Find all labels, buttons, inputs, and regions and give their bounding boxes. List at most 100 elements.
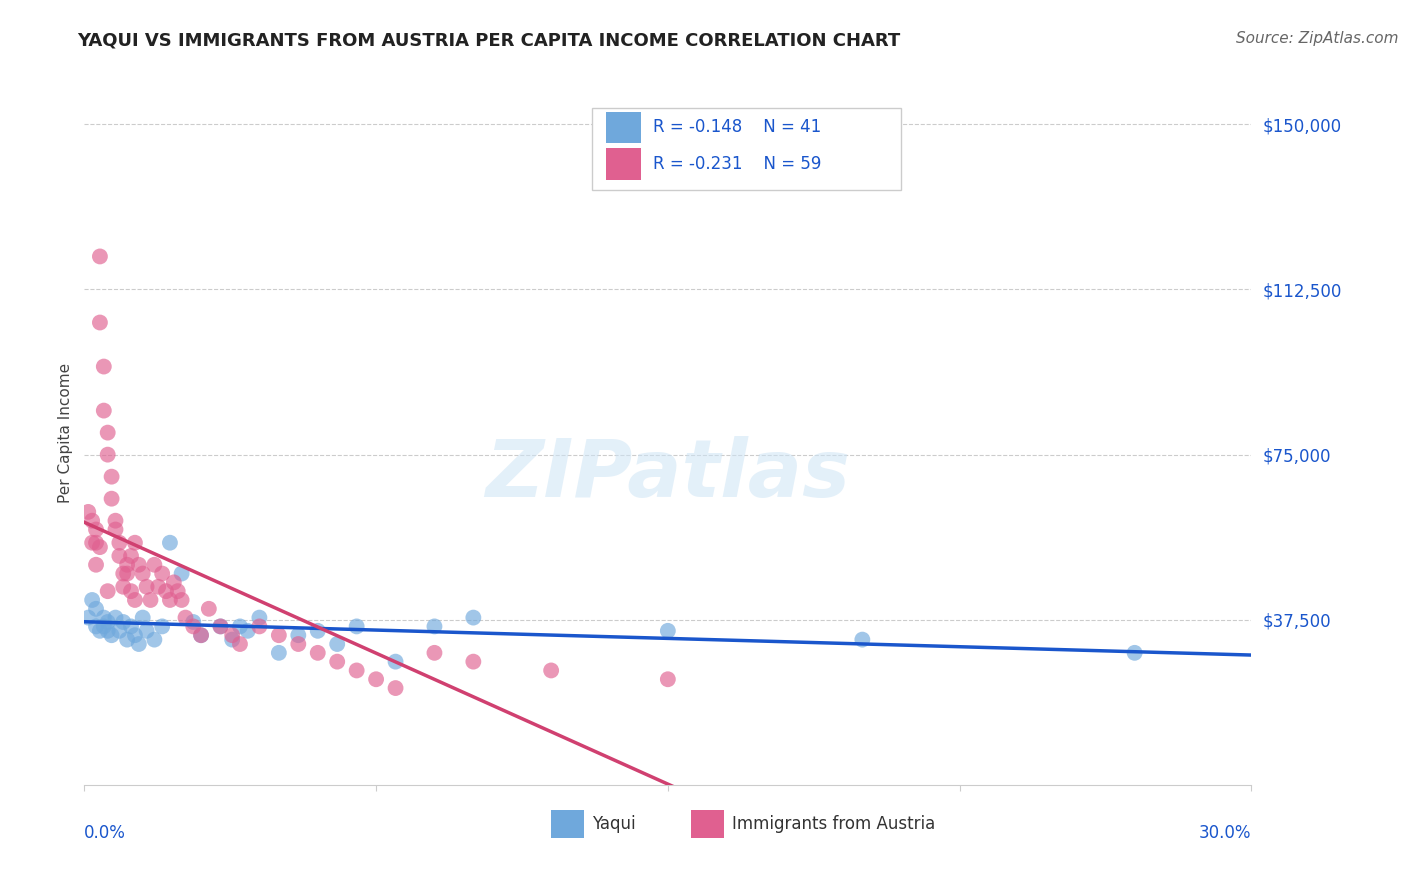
Point [82,514,104,528]
Point [221,632,243,647]
Point [135,580,157,594]
Point [209,619,232,633]
Point [84,523,107,537]
Point [93,619,115,633]
Point [97,624,120,638]
Point [463,655,485,669]
Point [84,535,107,549]
Point [1123,646,1146,660]
Point [463,610,485,624]
Point [307,624,329,638]
Point [267,628,290,642]
Point [112,615,135,629]
FancyBboxPatch shape [592,109,901,189]
Point [108,535,131,549]
Point [423,646,446,660]
Point [198,601,221,615]
Point [346,619,368,633]
Point [657,624,679,638]
Point [97,425,120,440]
Point [97,448,120,462]
Point [104,514,127,528]
Point [132,610,155,624]
Point [84,558,107,572]
Point [82,535,104,549]
Point [108,624,131,638]
Point [104,610,127,624]
Point [120,549,142,563]
Point [287,628,309,642]
Point [84,619,107,633]
Point [209,619,232,633]
Point [155,584,177,599]
Point [190,628,212,642]
Point [132,566,155,581]
Text: Yaqui: Yaqui [592,814,636,833]
Point [104,523,127,537]
Point [120,619,142,633]
Point [124,593,146,607]
Point [112,566,135,581]
Point [159,593,181,607]
Text: R = -0.148    N = 41: R = -0.148 N = 41 [652,119,821,136]
Point [170,593,193,607]
Point [150,619,173,633]
Point [128,558,150,572]
Point [143,558,166,572]
Point [120,584,142,599]
Text: 0.0%: 0.0% [84,823,127,842]
FancyBboxPatch shape [606,112,641,144]
Y-axis label: Per Capita Income: Per Capita Income [58,362,73,503]
Point [124,628,146,642]
Point [384,655,406,669]
Point [77,610,100,624]
Point [221,628,243,642]
Point [89,540,111,554]
Point [108,549,131,563]
Point [139,593,162,607]
Point [100,491,122,506]
Point [89,624,111,638]
Point [115,632,138,647]
Point [93,359,115,374]
Point [77,505,100,519]
Point [326,637,349,651]
Point [82,593,104,607]
Point [657,673,679,687]
Point [190,628,212,642]
Point [163,575,186,590]
Point [97,615,120,629]
Point [181,619,204,633]
Point [249,619,271,633]
Text: 30.0%: 30.0% [1199,823,1251,842]
Point [540,664,562,678]
Point [236,624,259,638]
Point [135,624,157,638]
Point [366,673,388,687]
Point [174,610,197,624]
Point [166,584,188,599]
Point [124,535,146,549]
Point [249,610,271,624]
Point [851,632,873,647]
Point [100,628,122,642]
Point [148,580,170,594]
Point [115,566,138,581]
Point [84,601,107,615]
Text: YAQUI VS IMMIGRANTS FROM AUSTRIA PER CAPITA INCOME CORRELATION CHART: YAQUI VS IMMIGRANTS FROM AUSTRIA PER CAP… [77,31,901,49]
FancyBboxPatch shape [606,148,641,180]
Point [93,610,115,624]
Text: ZIPatlas: ZIPatlas [485,436,851,514]
Text: Immigrants from Austria: Immigrants from Austria [733,814,935,833]
Point [170,566,193,581]
Point [326,655,349,669]
Point [89,250,111,264]
Point [307,646,329,660]
Point [287,637,309,651]
Point [346,664,368,678]
Text: R = -0.231    N = 59: R = -0.231 N = 59 [652,155,821,173]
Point [97,584,120,599]
Point [229,619,252,633]
Point [89,316,111,330]
Point [229,637,252,651]
